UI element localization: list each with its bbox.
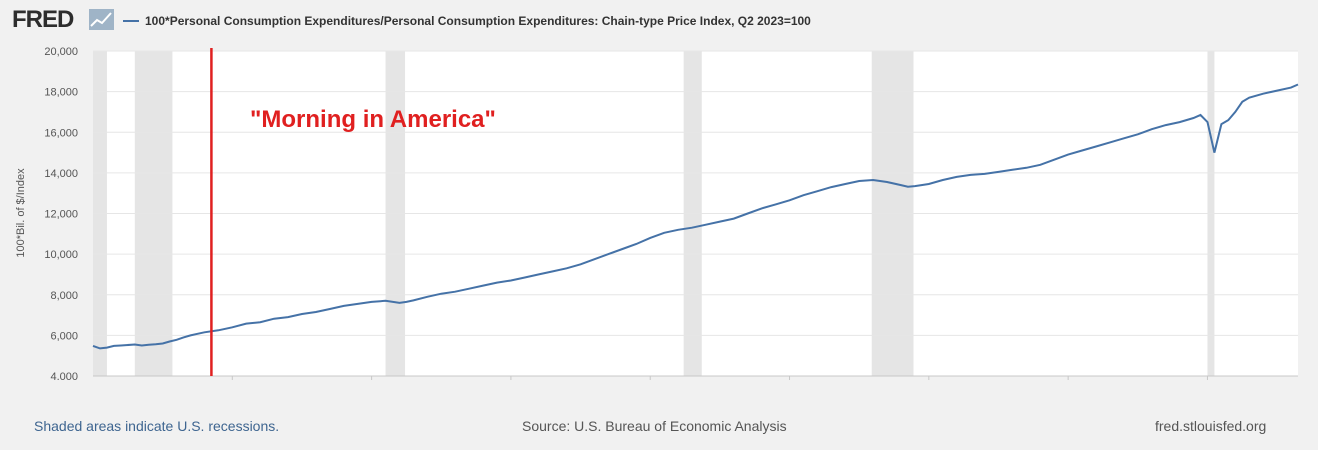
recessions-note-link[interactable]: Shaded areas indicate U.S. recessions. (34, 418, 280, 434)
y-axis-label: 100*Bil. of $/Index (15, 168, 27, 258)
source-note: Source: U.S. Bureau of Economic Analysis (522, 418, 787, 434)
fred-logo[interactable]: FRED (12, 6, 74, 33)
y-tick-label-10000: 10,000 (44, 249, 78, 261)
legend[interactable]: 100*Personal Consumption Expenditures/Pe… (123, 13, 811, 29)
y-tick-label-14000: 14,000 (44, 168, 78, 180)
y-tick-label-20000: 20,000 (44, 46, 78, 58)
y-axis-ticks: 4,000 6,000 8,000 10,000 12,000 14,000 16,000 1… (44, 46, 78, 380)
y-tick-label-8000: 8,000 (50, 290, 78, 302)
legend-label: 100*Personal Consumption Expenditures/Pe… (145, 14, 811, 28)
fred-logo-chart-icon (89, 9, 114, 30)
chart-header: FRED 100*Personal Consumption Expenditur… (0, 0, 1318, 40)
y-tick-label-16000: 16,000 (44, 127, 78, 139)
site-link[interactable]: fred.stlouisfed.org (1155, 418, 1267, 434)
legend-line-swatch (123, 20, 139, 22)
line-chart[interactable]: 4,000 6,000 8,000 10,000 12,000 14,000 16,000 1… (0, 40, 1318, 380)
y-tick-label-18000: 18,000 (44, 87, 78, 99)
annotation-label: "Morning in America" (250, 106, 496, 133)
series-line-pce-real[interactable] (92, 83, 1299, 350)
y-tick-label-12000: 12,000 (44, 209, 78, 221)
y-tick-label-6000: 6,000 (50, 330, 78, 342)
x-axis-ticks: 19851990199520002005201020152020 (231, 376, 1208, 380)
y-tick-label-4000: 4,000 (50, 371, 78, 380)
